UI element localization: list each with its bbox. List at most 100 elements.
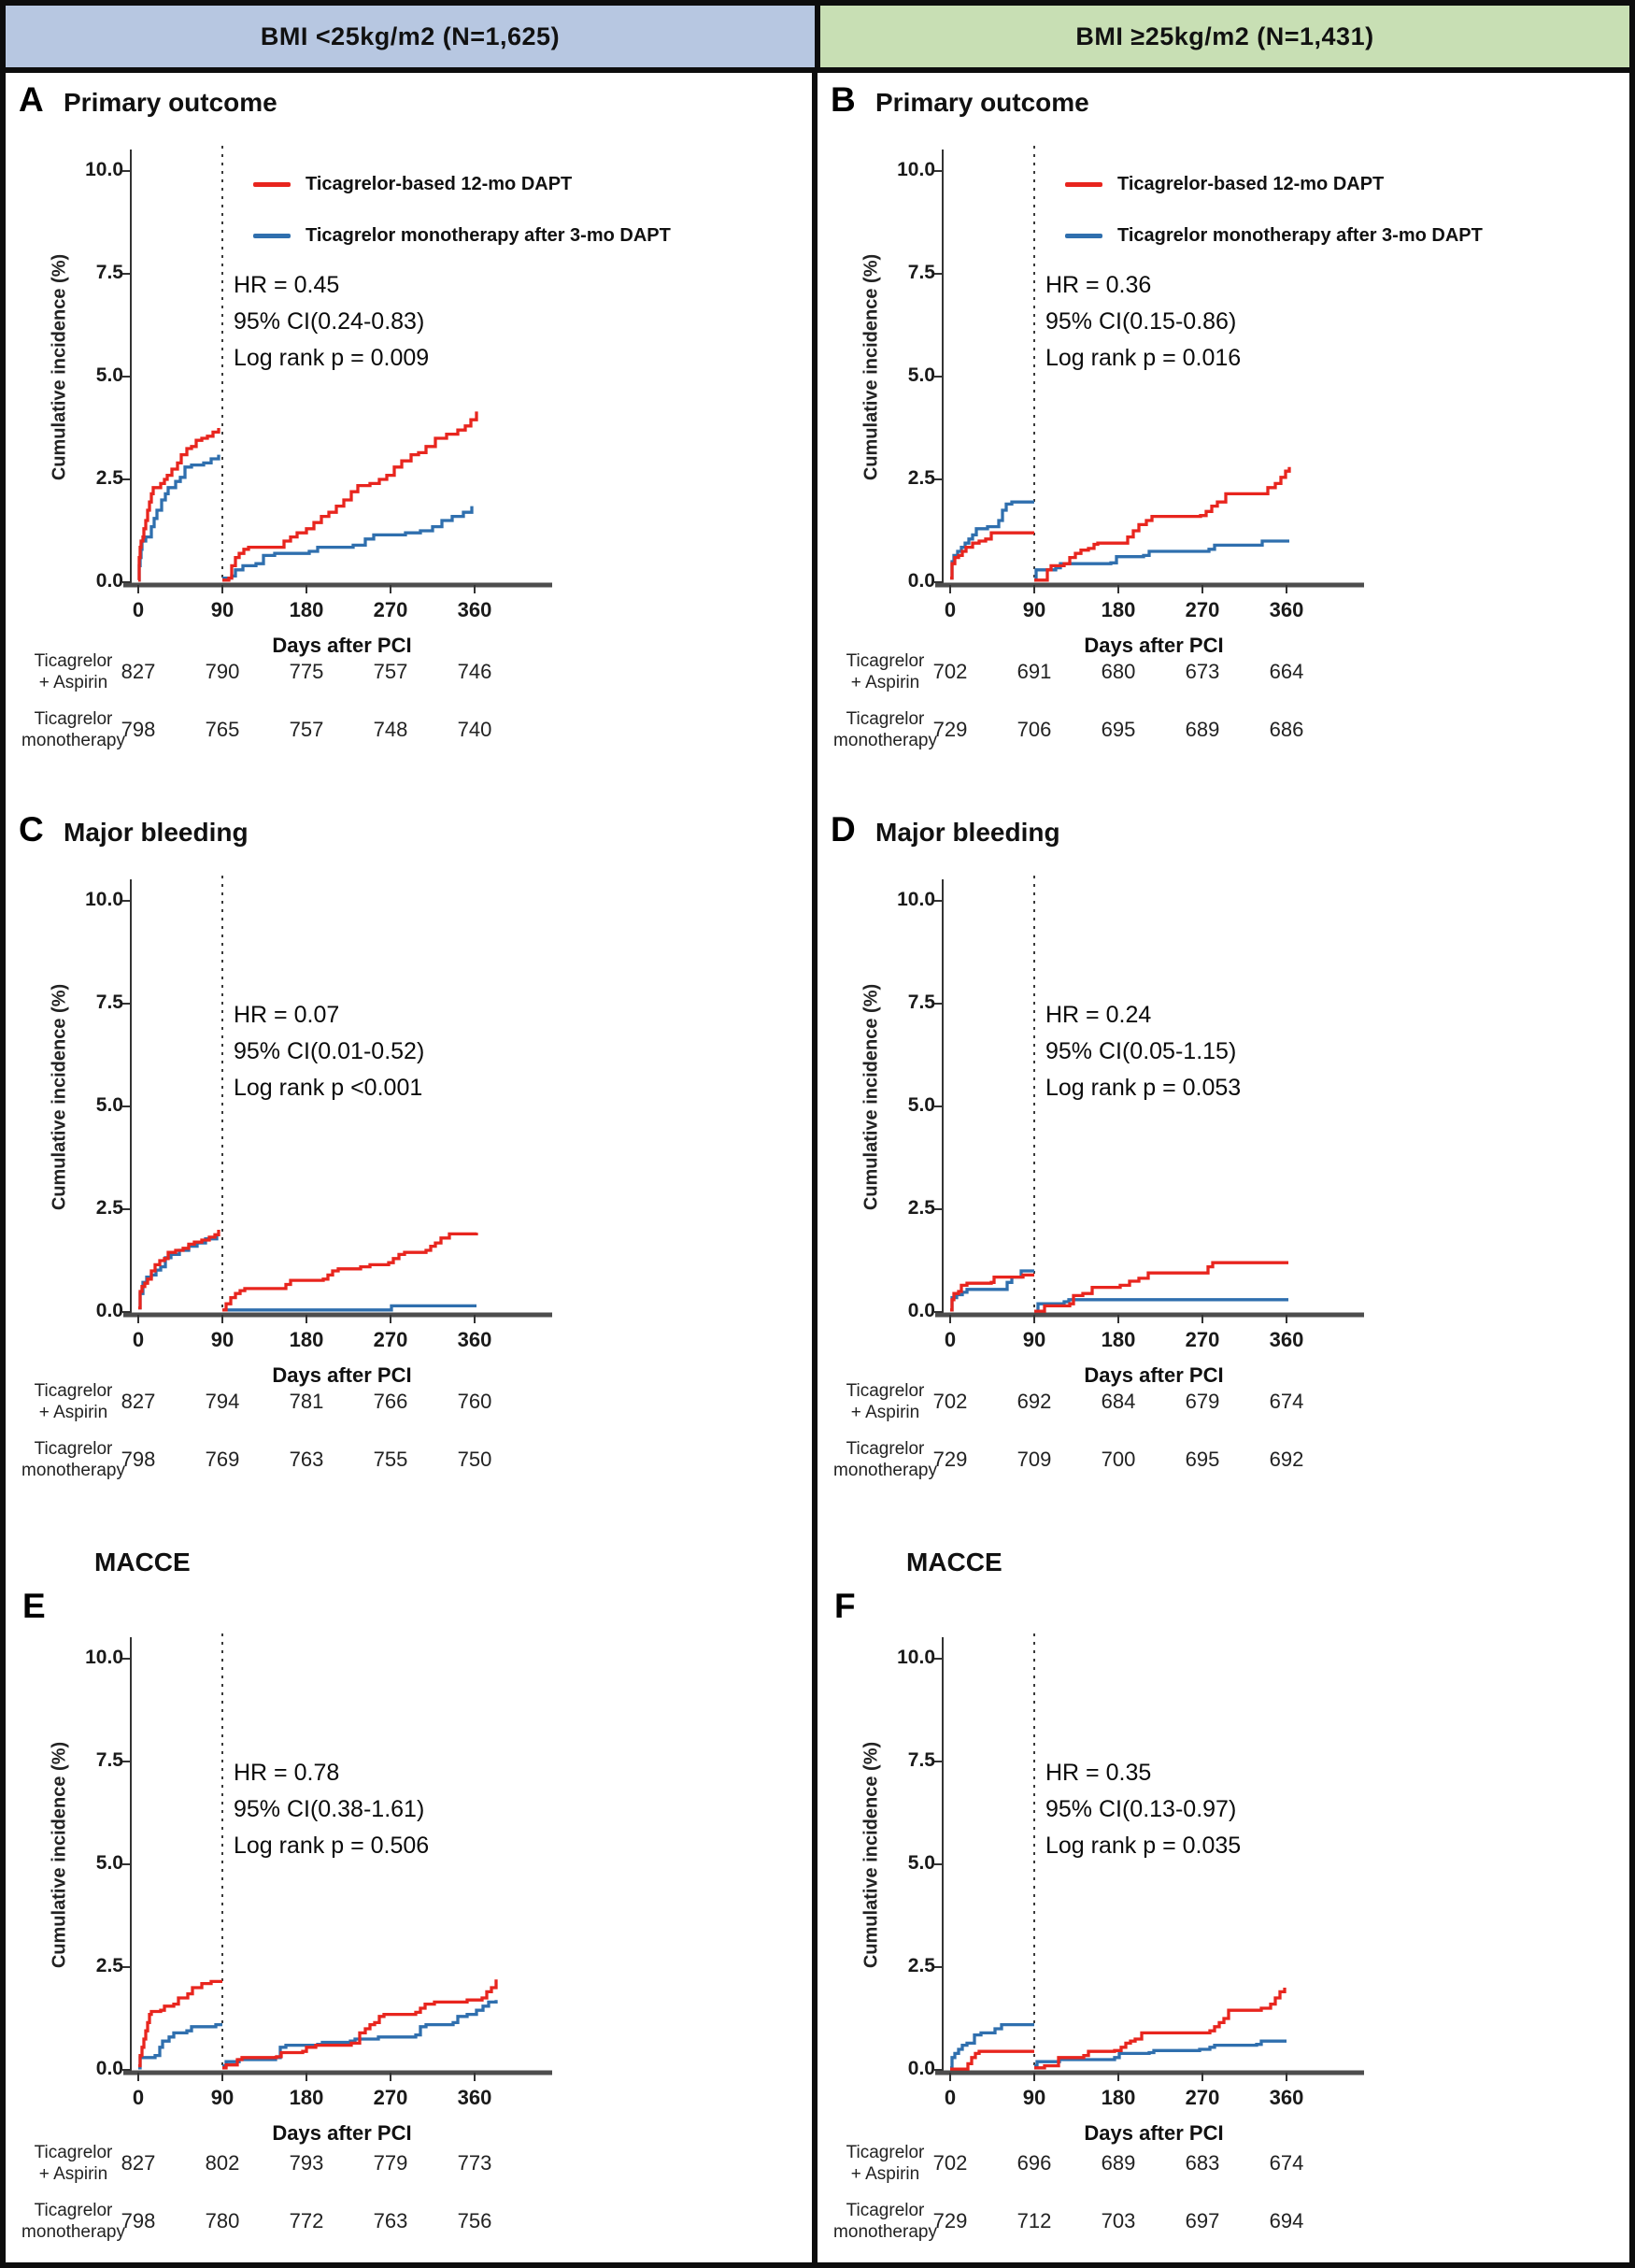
ci-value: 95% CI(0.24-0.83)	[234, 307, 425, 335]
x-axis-label: Days after PCI	[1084, 2121, 1224, 2145]
legend-item-monotherapy: Ticagrelor monotherapy after 3-mo DAPT	[253, 225, 671, 247]
x-tick-label: 90	[210, 2086, 235, 2109]
at-risk-row-monotherapy: Ticagrelor monotherapy 729 706 695 689 686	[818, 708, 1629, 761]
at-risk-row-label: Ticagrelor + Aspirin	[34, 651, 113, 692]
km-plot-area: 0.0 2.5 5.0 7.5 10.0 0 90 180 270 360 Cumulative …	[846, 138, 1584, 718]
at-risk-count: 746	[457, 660, 492, 683]
at-risk-count: 692	[1269, 1448, 1304, 1471]
km-panel: A Primary outcome 0.0 2.5 5.0 7.5 10.0 0 90 180…	[6, 73, 812, 803]
x-tick-label: 180	[289, 598, 324, 621]
at-risk-count: 700	[1101, 1448, 1136, 1471]
at-risk-count: 798	[121, 718, 156, 741]
ci-value: 95% CI(0.15-0.86)	[1045, 307, 1237, 335]
km-panel: C Major bleeding 0.0 2.5 5.0 7.5 10.0 0 90 180 2…	[6, 803, 812, 1533]
at-risk-count: 680	[1101, 660, 1136, 683]
km-curve	[222, 411, 478, 582]
y-tick-label: 10.0	[85, 889, 123, 910]
x-tick-label: 90	[210, 1328, 235, 1351]
x-tick-label: 180	[1101, 1328, 1136, 1351]
km-panel: D Major bleeding 0.0 2.5 5.0 7.5 10.0 0 90 180 2…	[818, 803, 1629, 1533]
x-tick-label: 0	[132, 2086, 145, 2109]
at-risk-count: 827	[121, 1390, 156, 1413]
km-curve	[137, 454, 220, 582]
km-plot-svg	[934, 1633, 1364, 2081]
at-risk-count: 703	[1101, 2209, 1136, 2232]
hazard-ratio-stats: HR = 0.78 95% CI(0.38-1.61) Log rank p =…	[234, 1755, 429, 1863]
y-axis-label: Cumulative incidence (%)	[49, 1741, 70, 1969]
at-risk-count: 696	[1017, 2151, 1052, 2175]
at-risk-count: 702	[932, 660, 968, 683]
at-risk-count: 763	[289, 1448, 324, 1471]
x-axis-label: Days after PCI	[272, 2121, 412, 2145]
km-plot-area: 0.0 2.5 5.0 7.5 10.0 0 90 180 270 360 Cumulative …	[846, 868, 1584, 1448]
logrank-value: Log rank p = 0.053	[1045, 1074, 1242, 1101]
panel-title: Primary outcome	[64, 88, 277, 117]
at-risk-count: 692	[1017, 1390, 1052, 1413]
y-tick-label: 2.5	[95, 1197, 123, 1219]
km-curve	[222, 506, 474, 580]
at-risk-count: 827	[121, 660, 156, 683]
km-curve	[138, 2022, 222, 2070]
logrank-value: Log rank p <0.001	[234, 1074, 423, 1101]
at-risk-count: 684	[1101, 1390, 1136, 1413]
at-risk-row-aspirin: Ticagrelor + Aspirin 827 802 793 779 773	[6, 2142, 812, 2194]
x-tick-label: 270	[1185, 1328, 1220, 1351]
x-tick-label: 90	[1022, 1328, 1046, 1351]
at-risk-count: 790	[205, 660, 240, 683]
hr-value: HR = 0.24	[1045, 1002, 1152, 1028]
x-axis-label: Days after PCI	[1084, 1363, 1224, 1387]
at-risk-row-monotherapy: Ticagrelor monotherapy 729 709 700 695 692	[818, 1438, 1629, 1491]
ci-value: 95% CI(0.05-1.15)	[1045, 1037, 1237, 1064]
at-risk-count: 757	[289, 718, 324, 741]
panel-title: Primary outcome	[875, 88, 1089, 117]
y-tick-label: 2.5	[907, 467, 935, 489]
hazard-ratio-stats: HR = 0.35 95% CI(0.13-0.97) Log rank p =…	[1045, 1755, 1241, 1863]
y-tick-label: 0.0	[95, 1300, 123, 1321]
km-curve	[950, 500, 1034, 580]
x-tick-label: 0	[132, 1328, 145, 1351]
legend-label: Ticagrelor monotherapy after 3-mo DAPT	[306, 225, 671, 246]
at-risk-count: 702	[932, 1390, 968, 1413]
at-risk-count: 798	[121, 1448, 156, 1471]
at-risk-row-label: Ticagrelor monotherapy	[21, 1439, 125, 1480]
at-risk-count: 780	[205, 2209, 240, 2232]
header-bmi-over-25: BMI ≥25kg/m2 (N=1,431)	[820, 6, 1629, 67]
at-risk-count: 740	[457, 718, 492, 741]
y-tick-label: 10.0	[897, 889, 935, 910]
x-tick-label: 0	[944, 2086, 957, 2109]
legend-swatch-blue	[253, 234, 291, 238]
legend-item-monotherapy: Ticagrelor monotherapy after 3-mo DAPT	[1065, 225, 1483, 247]
at-risk-count: 673	[1185, 660, 1220, 683]
y-tick-label: 5.0	[95, 1852, 123, 1874]
y-axis-label: Cumulative incidence (%)	[860, 1741, 882, 1969]
panel-grid: A Primary outcome 0.0 2.5 5.0 7.5 10.0 0 90 180…	[6, 73, 1629, 2262]
km-curve	[950, 2049, 1034, 2071]
y-tick-label: 7.5	[907, 991, 935, 1013]
legend-item-dapt: Ticagrelor-based 12-mo DAPT	[253, 174, 671, 195]
y-axis-label: Cumulative incidence (%)	[49, 253, 70, 481]
at-risk-count: 686	[1269, 718, 1304, 741]
at-risk-row-monotherapy: Ticagrelor monotherapy 798 765 757 748 740	[6, 708, 812, 761]
at-risk-row-monotherapy: Ticagrelor monotherapy 798 769 763 755 750	[6, 1438, 812, 1491]
at-risk-row-label: Ticagrelor + Aspirin	[846, 1381, 925, 1422]
at-risk-count: 766	[373, 1390, 408, 1413]
at-risk-count: 755	[373, 1448, 408, 1471]
at-risk-count: 706	[1017, 718, 1052, 741]
panel-title: MACCE	[94, 1548, 191, 1576]
column-left-panels: A Primary outcome 0.0 2.5 5.0 7.5 10.0 0 90 180…	[6, 73, 818, 2262]
hr-value: HR = 0.35	[1045, 1760, 1152, 1786]
at-risk-row-aspirin: Ticagrelor + Aspirin 702 692 684 679 674	[818, 1380, 1629, 1433]
km-curve	[222, 1232, 478, 1312]
legend-swatch-red	[253, 182, 291, 187]
at-risk-count: 779	[373, 2151, 408, 2175]
x-tick-label: 0	[944, 1328, 957, 1351]
y-tick-label: 7.5	[95, 991, 123, 1013]
km-panel: F MACCE 0.0 2.5 5.0 7.5 10.0 0 90 180 270 360 Cum…	[818, 1533, 1629, 2262]
hr-value: HR = 0.45	[234, 272, 340, 298]
at-risk-count: 689	[1185, 718, 1220, 741]
hr-value: HR = 0.07	[234, 1002, 340, 1028]
panel-letter: B	[831, 80, 856, 119]
y-tick-label: 7.5	[95, 262, 123, 283]
at-risk-count: 802	[205, 2151, 240, 2175]
y-axis-label: Cumulative incidence (%)	[860, 983, 882, 1211]
